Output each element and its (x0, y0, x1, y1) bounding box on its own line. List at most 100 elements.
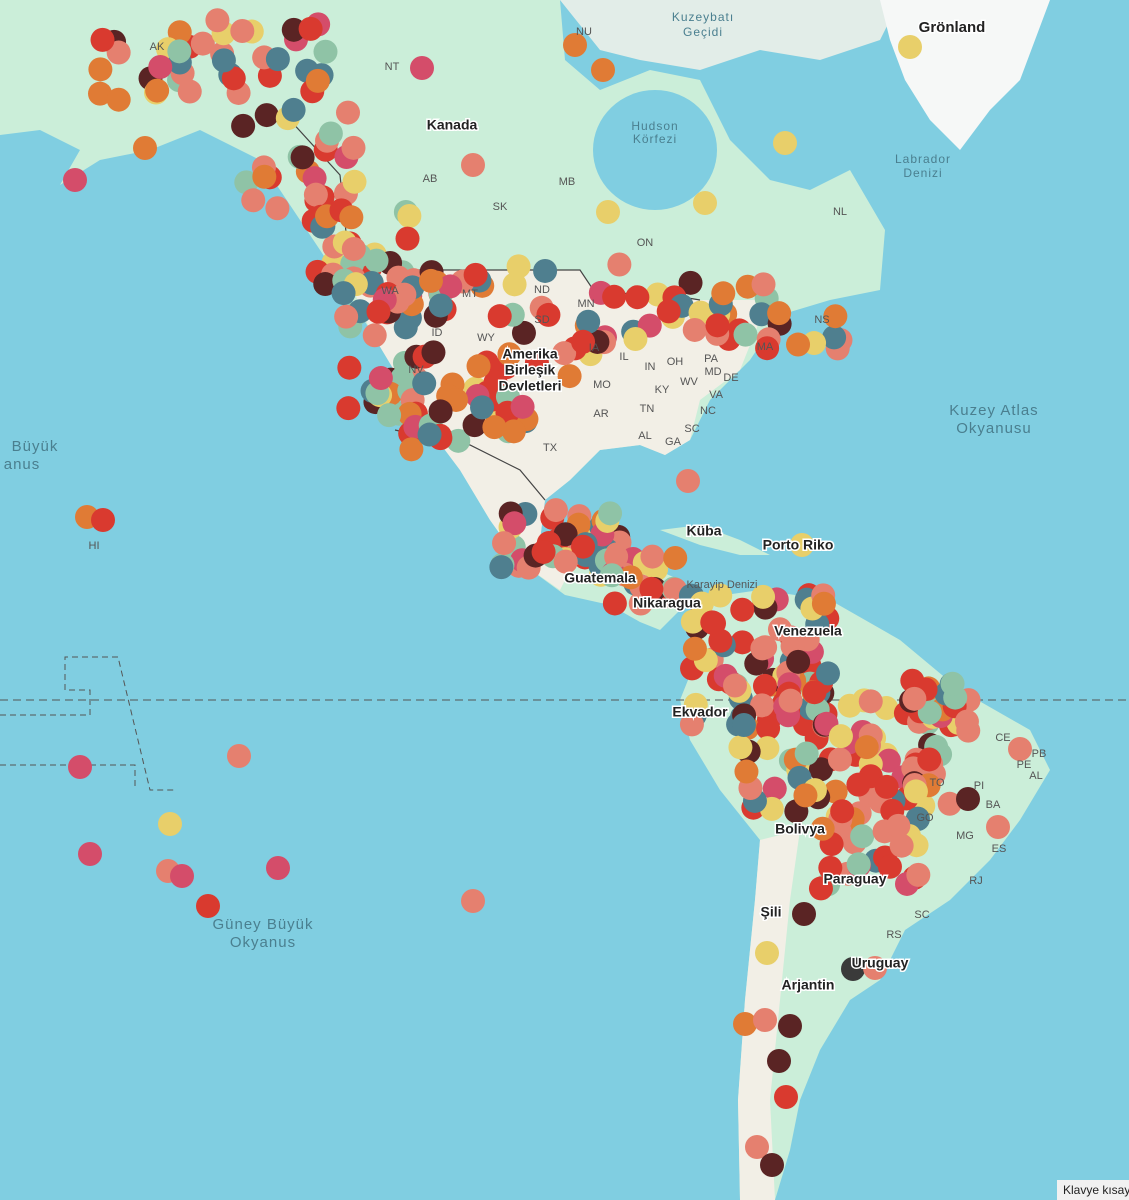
marker[interactable] (755, 736, 780, 761)
marker[interactable] (937, 791, 962, 816)
marker[interactable] (734, 759, 759, 784)
marker[interactable] (753, 1008, 777, 1032)
marker[interactable] (940, 671, 965, 696)
marker[interactable] (728, 735, 753, 760)
marker[interactable] (793, 783, 818, 808)
marker[interactable] (722, 673, 747, 698)
marker[interactable] (334, 304, 359, 329)
marker[interactable] (492, 531, 517, 556)
marker[interactable] (241, 188, 266, 213)
marker[interactable] (762, 776, 787, 801)
marker[interactable] (876, 748, 901, 773)
marker[interactable] (689, 591, 714, 616)
marker[interactable] (90, 27, 115, 52)
marker[interactable] (598, 501, 623, 526)
marker[interactable] (625, 285, 650, 310)
marker[interactable] (811, 591, 836, 616)
marker[interactable] (708, 583, 733, 608)
marker[interactable] (773, 131, 797, 155)
marker[interactable] (810, 816, 835, 841)
marker[interactable] (177, 79, 202, 104)
marker[interactable] (290, 145, 315, 170)
marker[interactable] (497, 342, 522, 367)
marker[interactable] (917, 700, 942, 725)
marker[interactable] (808, 876, 833, 901)
marker[interactable] (827, 747, 852, 772)
marker[interactable] (531, 539, 556, 564)
marker[interactable] (683, 692, 708, 717)
marker[interactable] (854, 735, 879, 760)
marker[interactable] (618, 565, 643, 590)
marker[interactable] (511, 320, 536, 345)
marker[interactable] (557, 364, 582, 389)
marker[interactable] (705, 313, 730, 338)
marker[interactable] (640, 544, 665, 569)
marker[interactable] (745, 1135, 769, 1159)
marker[interactable] (682, 636, 707, 661)
marker[interactable] (501, 419, 526, 444)
marker[interactable] (794, 741, 819, 766)
marker[interactable] (733, 1012, 757, 1036)
marker[interactable] (607, 252, 632, 277)
marker[interactable] (676, 469, 700, 493)
marker[interactable] (368, 366, 393, 391)
marker[interactable] (898, 35, 922, 59)
marker[interactable] (889, 833, 914, 858)
marker[interactable] (395, 226, 420, 251)
marker[interactable] (230, 19, 255, 44)
marker[interactable] (877, 854, 902, 879)
marker[interactable] (337, 355, 362, 380)
marker[interactable] (482, 415, 507, 440)
marker[interactable] (318, 121, 343, 146)
marker[interactable] (823, 304, 848, 329)
marker[interactable] (730, 630, 755, 655)
marker[interactable] (753, 635, 778, 660)
marker[interactable] (410, 56, 434, 80)
marker[interactable] (599, 563, 624, 588)
marker[interactable] (786, 649, 811, 674)
marker[interactable] (461, 889, 485, 913)
marker[interactable] (265, 47, 290, 72)
marker[interactable] (576, 309, 601, 334)
marker[interactable] (63, 168, 87, 192)
marker[interactable] (341, 135, 366, 160)
marker[interactable] (749, 302, 774, 327)
marker[interactable] (303, 182, 328, 207)
marker[interactable] (708, 628, 733, 653)
marker[interactable] (362, 323, 387, 348)
marker[interactable] (815, 661, 840, 686)
marker[interactable] (711, 281, 736, 306)
marker[interactable] (837, 693, 862, 718)
marker[interactable] (906, 862, 931, 887)
marker[interactable] (730, 597, 755, 622)
marker[interactable] (563, 33, 587, 57)
marker[interactable] (502, 511, 527, 536)
marker[interactable] (682, 317, 707, 342)
marker[interactable] (571, 329, 596, 354)
marker[interactable] (874, 774, 899, 799)
marker[interactable] (571, 534, 596, 559)
marker[interactable] (145, 78, 170, 103)
marker[interactable] (903, 779, 928, 804)
marker[interactable] (956, 787, 980, 811)
marker[interactable] (133, 136, 157, 160)
marker[interactable] (863, 956, 887, 980)
marker[interactable] (393, 315, 418, 340)
marker[interactable] (846, 852, 871, 877)
marker[interactable] (506, 254, 531, 279)
marker[interactable] (767, 617, 792, 642)
marker[interactable] (533, 258, 558, 283)
marker[interactable] (693, 191, 717, 215)
marker[interactable] (91, 508, 115, 532)
marker[interactable] (470, 395, 495, 420)
marker[interactable] (830, 799, 855, 824)
marker[interactable] (760, 1153, 784, 1177)
marker[interactable] (543, 498, 568, 523)
marker[interactable] (778, 1014, 802, 1038)
marker[interactable] (418, 268, 443, 293)
marker[interactable] (461, 153, 485, 177)
marker[interactable] (252, 164, 277, 189)
marker[interactable] (751, 584, 776, 609)
marker[interactable] (399, 437, 424, 462)
marker[interactable] (106, 40, 131, 65)
